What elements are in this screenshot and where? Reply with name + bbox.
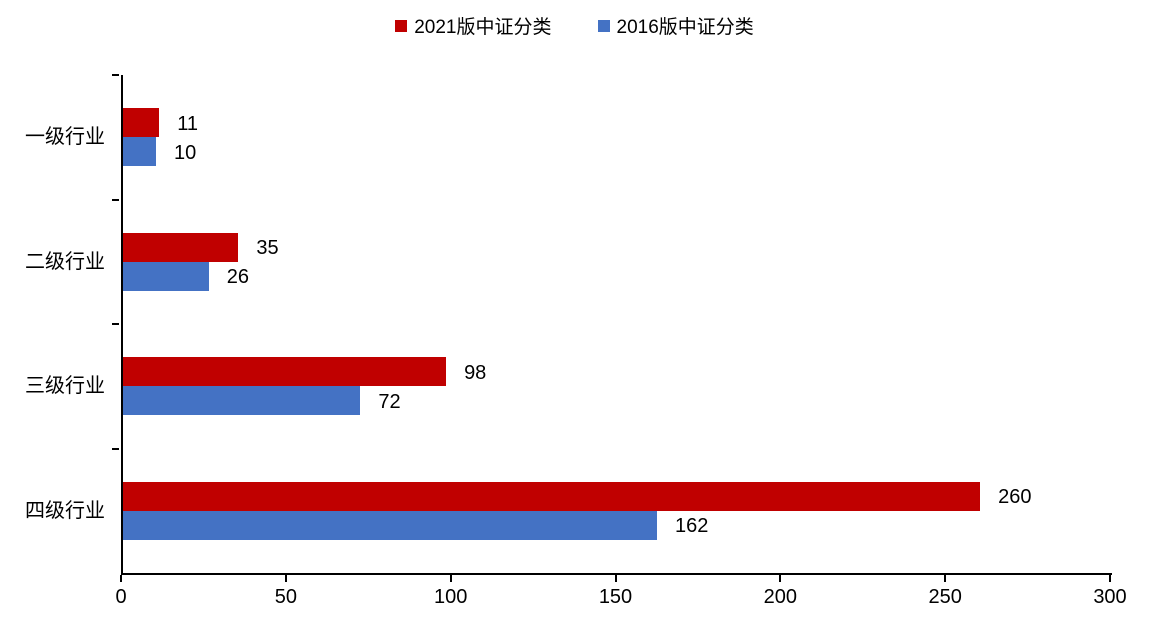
value-label: 72 (378, 390, 401, 413)
legend-item-0: 2021版中证分类 (395, 12, 552, 39)
y-axis-tick (112, 74, 119, 76)
category-label: 一级行业 (25, 126, 105, 149)
x-axis-tick-label: 50 (274, 586, 297, 608)
y-axis-tick (112, 198, 119, 201)
legend: 2021版中证分类 2016版中证分类 (0, 12, 1149, 39)
x-axis-tick (449, 575, 452, 582)
x-axis-tick (944, 575, 947, 582)
bar-series1-0 (123, 137, 156, 167)
value-label: 162 (675, 515, 709, 538)
x-axis-tick (1109, 575, 1111, 582)
x-axis-tick (284, 575, 287, 582)
x-axis-tick (120, 575, 122, 582)
category-label: 四级行业 (25, 499, 105, 522)
value-label: 11 (177, 112, 199, 135)
y-axis-tick (112, 447, 119, 450)
bar-series1-1 (123, 261, 209, 291)
bar-series0-0 (123, 108, 160, 138)
legend-item-1: 2016版中证分类 (597, 12, 754, 39)
x-axis-tick-label: 100 (433, 586, 468, 608)
legend-swatch-icon (597, 19, 610, 32)
x-axis-tick (614, 575, 617, 582)
value-label: 260 (998, 486, 1032, 509)
x-axis-tick-label: 0 (115, 586, 127, 608)
plot-area: 11 10 35 26 98 72 260 162 (121, 75, 1112, 575)
y-axis-tick (112, 323, 119, 325)
category-label: 二级行业 (25, 250, 105, 273)
value-label: 35 (256, 237, 279, 260)
legend-label: 2016版中证分类 (616, 17, 754, 38)
legend-label: 2021版中证分类 (414, 17, 552, 38)
value-label: 98 (464, 361, 487, 384)
bar-series0-1 (123, 232, 239, 262)
category-label: 三级行业 (25, 375, 105, 398)
value-label: 26 (226, 266, 249, 289)
bar-series1-3 (123, 510, 658, 540)
x-axis-tick (779, 575, 782, 582)
x-axis-tick-label: 200 (763, 586, 798, 608)
x-axis-tick-label: 250 (928, 586, 962, 608)
x-axis-tick-label: 300 (1093, 586, 1127, 608)
bar-series0-2 (123, 357, 447, 387)
legend-swatch-icon (395, 19, 408, 32)
value-label: 10 (173, 141, 197, 164)
x-axis-tick-label: 150 (598, 586, 633, 608)
bar-series1-2 (123, 386, 361, 416)
bar-series0-3 (123, 481, 981, 511)
